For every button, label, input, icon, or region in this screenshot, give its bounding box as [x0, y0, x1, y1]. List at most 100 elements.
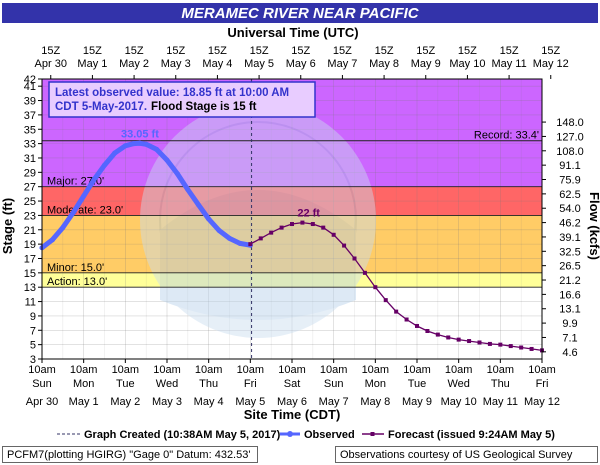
bottom-tick-day: Tue [116, 378, 135, 390]
flow-tick-label: 148.0 [556, 117, 584, 129]
forecast-point [290, 222, 294, 227]
flow-tick-label: 16.6 [559, 289, 580, 301]
y-tick-label: 7 [30, 325, 36, 337]
observed-point [122, 143, 128, 149]
observed-point [91, 177, 97, 183]
top-tick-time: 15Z [41, 45, 60, 57]
footer-datum: PCFM7(plotting HGIRG) "Gage 0" Datum: 43… [2, 446, 258, 463]
top-tick-date: May 7 [327, 58, 357, 70]
bottom-tick-time: 10am [528, 364, 556, 376]
top-tick-date: May 4 [202, 58, 232, 70]
top-tick-date: May 5 [244, 58, 274, 70]
y-tick-label: 37 [24, 110, 36, 122]
top-axis-title: Universal Time (UTC) [227, 25, 358, 40]
bottom-tick-date: May 12 [524, 396, 560, 408]
top-tick-time: 15Z [208, 45, 227, 57]
observed-point [154, 146, 160, 152]
observed-line [39, 140, 253, 251]
y-tick-label: 29 [24, 167, 36, 179]
bottom-tick-day: Sun [32, 378, 52, 390]
forecast-point [300, 220, 305, 225]
observed-point [195, 202, 201, 208]
observed-point [70, 210, 76, 216]
top-tick-date: Apr 30 [35, 58, 67, 70]
observed-point [216, 227, 222, 233]
forecast-point [456, 337, 461, 342]
bottom-tick-date: May 5 [235, 396, 265, 408]
flow-tick-label: 9.9 [562, 318, 577, 330]
forecast-point [394, 309, 399, 314]
observed-point [206, 216, 212, 222]
forecast-point [331, 232, 336, 237]
flow-tick-label: 127.0 [556, 131, 584, 143]
category-label-minor: Minor: 15.0' [47, 262, 104, 274]
observed-point [112, 150, 118, 156]
top-tick-time: 15Z [416, 45, 435, 57]
flow-tick-label: 62.5 [559, 189, 580, 201]
top-tick-time: 15Z [250, 45, 269, 57]
flow-tick-label: 91.1 [559, 160, 580, 172]
info-line-2-flood: Flood Stage is 15 ft [151, 101, 257, 113]
forecast-point [258, 236, 263, 241]
flow-tick-label: 4.6 [562, 347, 577, 359]
top-tick-date: May 2 [119, 58, 149, 70]
forecast-point [425, 329, 430, 333]
flood-category-lines: Record: 33.4'Major: 27.0'Moderate: 23.0'… [42, 130, 542, 288]
flow-tick-label: 32.5 [559, 246, 580, 258]
observed-point [60, 225, 66, 231]
top-tick-time: 15Z [375, 45, 394, 57]
forecast-point [269, 230, 274, 235]
top-tick-time: 15Z [458, 45, 477, 57]
forecast-point [477, 340, 482, 345]
title-bar [2, 3, 598, 23]
bottom-tick-day: Sat [284, 378, 301, 390]
top-tick-time: 15Z [333, 45, 352, 57]
bottom-tick-time: 10am [28, 364, 56, 376]
forecast-point [383, 298, 388, 303]
bottom-tick-day: Tue [408, 378, 427, 390]
top-tick-time: 15Z [166, 45, 185, 57]
y-tick-label: 5 [30, 340, 36, 352]
forecast-point [342, 243, 347, 248]
bottom-tick-time: 10am [237, 364, 265, 376]
y-tick-label: 19 [24, 239, 36, 251]
observed-point [185, 187, 191, 193]
category-label-moderate: Moderate: 23.0' [47, 204, 123, 216]
forecast-point [279, 225, 284, 230]
y-tick-label: 25 [24, 196, 36, 208]
forecast-point [310, 222, 315, 227]
peak-label-observed: 33.05 ft [121, 128, 159, 140]
top-tick-date: May 6 [286, 58, 316, 70]
bottom-tick-date: May 3 [152, 396, 182, 408]
action-zone [42, 287, 542, 359]
y-tick-label: 35 [24, 124, 36, 136]
major-zone [42, 186, 542, 216]
forecast-point [362, 270, 367, 275]
noaa-watermark [140, 102, 376, 338]
bottom-tick-time: 10am [195, 364, 223, 376]
y-tick-label: 27 [24, 182, 36, 194]
y-tick-label: 15 [24, 268, 36, 280]
flow-tick-label: 54.0 [559, 203, 580, 215]
legend-forecast-marker [370, 432, 375, 436]
forecast-point [248, 242, 253, 247]
observed-point [164, 157, 170, 163]
y-tick-label: 23 [24, 210, 36, 222]
forecast-point [446, 335, 451, 340]
flow-tick-label: 21.2 [559, 275, 580, 287]
observed-point [143, 141, 149, 147]
observed-point [81, 193, 87, 199]
x-axis-title: Site Time (CDT) [244, 407, 341, 422]
legend-observed: Observed [304, 429, 355, 441]
bottom-tick-time: 10am [112, 364, 140, 376]
forecast-point [467, 339, 472, 344]
bottom-tick-day: Fri [244, 378, 257, 390]
top-tick-time: 15Z [541, 45, 560, 57]
top-tick-date: May 3 [161, 58, 191, 70]
y-tick-label: 41 [24, 81, 36, 93]
flow-tick-label: 46.2 [559, 218, 580, 230]
forecast-point [321, 225, 326, 230]
info-box: Latest observed value: 18.85 ft at 10:00… [48, 81, 316, 118]
flow-tick-label: 75.9 [559, 175, 580, 187]
